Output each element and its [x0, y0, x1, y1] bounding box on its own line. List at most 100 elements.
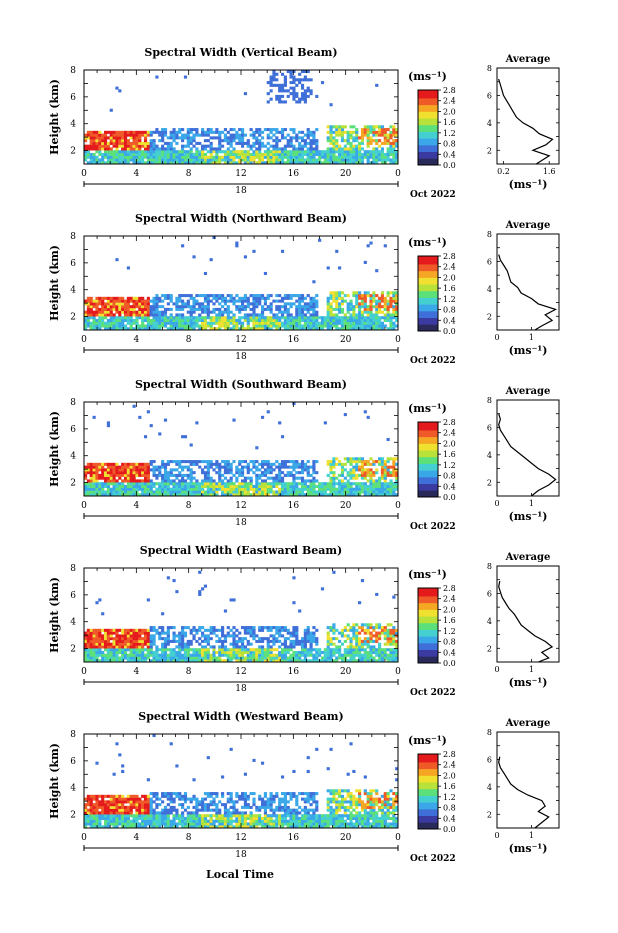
heatmap-cell: [170, 308, 173, 311]
heatmap-cell: [207, 316, 210, 319]
heatmap-cell: [172, 316, 175, 319]
heatmap-cell: [175, 460, 178, 463]
heatmap-cell: [290, 92, 293, 95]
heatmap-cell: [310, 490, 313, 493]
heatmap-cell: [93, 131, 96, 134]
heatmap-cell: [344, 147, 347, 150]
heatmap-cell: [87, 319, 90, 322]
heatmap-cell: [315, 651, 318, 654]
heatmap-cell: [207, 656, 210, 659]
heatmap-cell: [292, 651, 295, 654]
heatmap-cell: [215, 322, 218, 325]
heatmap-cell: [90, 131, 93, 134]
heatmap-cell: [261, 488, 264, 491]
heatmap-cell: [267, 485, 270, 488]
heatmap-cell: [124, 468, 127, 471]
heatmap-cell: [113, 632, 116, 635]
heatmap-cell: [372, 128, 375, 131]
heatmap-cell: [235, 485, 238, 488]
heatmap-cell: [250, 294, 253, 297]
heatmap-cell: [364, 308, 367, 311]
heatmap-cell: [281, 479, 284, 482]
heatmap-cell: [347, 158, 350, 161]
heatmap-cell: [307, 78, 310, 81]
heatmap-cell: [138, 648, 141, 651]
heatmap-cell: [135, 490, 138, 493]
heatmap-cell: [369, 313, 372, 316]
heatmap-cell: [104, 645, 107, 648]
heatmap-cell: [304, 308, 307, 311]
heatmap-cell: [150, 629, 153, 632]
heatmap-cell: [113, 158, 116, 161]
heatmap-cell: [232, 485, 235, 488]
heatmap-cell: [204, 316, 207, 319]
heatmap-cell: [270, 324, 273, 327]
heatmap-cell: [250, 632, 253, 635]
heatmap-cell: [207, 643, 210, 646]
heatmap-cell: [292, 128, 295, 131]
heatmap-cell: [241, 654, 244, 657]
heatmap-cell: [304, 89, 307, 92]
heatmap-cell: [310, 305, 313, 308]
heatmap-cell: [90, 485, 93, 488]
heatmap-cell: [175, 488, 178, 491]
heatmap-cell: [361, 477, 364, 480]
heatmap-cell: [167, 482, 170, 485]
heatmap-cell: [224, 302, 227, 305]
heatmap-cell: [170, 468, 173, 471]
heatmap-cell: [210, 656, 213, 659]
heatmap-cell: [278, 651, 281, 654]
heatmap-cell: [192, 648, 195, 651]
heatmap-cell: [329, 156, 332, 159]
heatmap-cell: [104, 147, 107, 150]
heatmap-cell: [144, 634, 147, 637]
heatmap-cell: [349, 463, 352, 466]
heatmap-cell: [341, 324, 344, 327]
heatmap-cell: [310, 485, 313, 488]
heatmap-cell: [338, 640, 341, 643]
heatmap-cell: [389, 153, 392, 156]
heatmap-cell: [270, 302, 273, 305]
heatmap-cell: [329, 297, 332, 300]
heatmap-cell: [264, 482, 267, 485]
heatmap-cell: [355, 136, 358, 139]
heatmap-cell: [307, 626, 310, 629]
heatmap-cell: [275, 479, 278, 482]
heatmap-cell: [352, 305, 355, 308]
heatmap-cell: [138, 158, 141, 161]
heatmap-cell: [104, 302, 107, 305]
profile-title: Average: [505, 220, 551, 231]
heatmap-cell: [190, 471, 193, 474]
heatmap-cell: [384, 308, 387, 311]
heatmap-cell: [307, 654, 310, 657]
heatmap-cell: [352, 645, 355, 648]
heatmap-cell: [241, 131, 244, 134]
heatmap-cell: [167, 643, 170, 646]
heatmap-cell: [329, 626, 332, 629]
heatmap-cell: [252, 150, 255, 153]
heatmap-cell: [167, 626, 170, 629]
heatmap-cell: [315, 145, 318, 148]
heatmap-cell: [212, 485, 215, 488]
heatmap-cell: [298, 153, 301, 156]
heatmap-cell: [218, 474, 221, 477]
heatmap-cell: [272, 322, 275, 325]
y-tick-label: 2: [70, 479, 76, 489]
heatmap-cell: [147, 297, 150, 300]
heatmap-cell: [367, 142, 370, 145]
heatmap-cell: [367, 125, 370, 128]
heatmap-cell: [175, 297, 178, 300]
heatmap-cell: [121, 651, 124, 654]
heatmap-cell: [287, 629, 290, 632]
heatmap-cell: [247, 319, 250, 322]
heatmap-cell: [329, 471, 332, 474]
heatmap-cell: [133, 134, 136, 137]
heatmap-cell: [272, 319, 275, 322]
heatmap-cell: [98, 488, 101, 491]
heatmap-cell: [175, 150, 178, 153]
heatmap-cell: [292, 640, 295, 643]
heatmap-cell: [215, 308, 218, 311]
heatmap-cell: [258, 145, 261, 148]
heatmap-cell: [290, 313, 293, 316]
heatmap-cell: [133, 643, 136, 646]
